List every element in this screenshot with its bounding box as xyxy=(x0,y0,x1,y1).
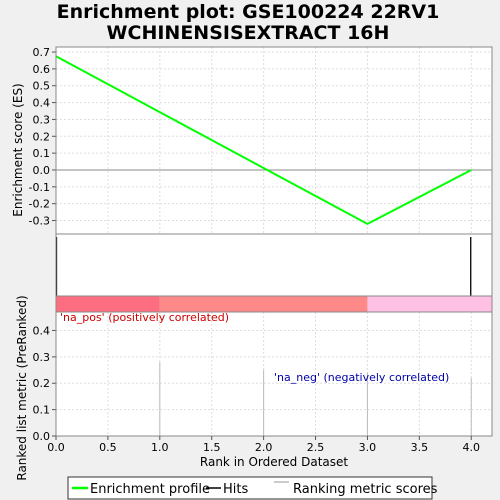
chart-title-line-2: WCHINENSISEXTRACT 16H xyxy=(107,22,390,44)
x-tick-label-2: 1.0 xyxy=(151,441,169,454)
color-bar-segment-1 xyxy=(159,296,368,312)
es-panel: 0.7 0.6 0.5 0.4 0.3 0.2 0.1 0.0 -0.1 -0.2 -0.3 xyxy=(29,46,493,235)
enrichment-profile-line xyxy=(55,55,472,226)
legend-label-2: Ranking metric scores xyxy=(293,482,438,497)
metric-y-tick-label-0: 0.4 xyxy=(33,324,51,337)
x-tick-label-5: 2.5 xyxy=(307,441,325,454)
es-y-tick-label-1: 0.6 xyxy=(33,63,51,76)
x-tick-label-8: 4.0 xyxy=(462,441,480,454)
color-bar xyxy=(55,295,493,313)
es-plot-area xyxy=(56,47,492,234)
es-y-tick-label-3: 0.4 xyxy=(33,97,51,110)
hits-panel xyxy=(55,233,493,297)
metric-panel: 0.4 0.3 0.2 0.1 0.00.0 0.5 1.0 1.5 2.0 2.5 3.0 3.5 4… xyxy=(33,311,493,454)
es-y-tick-label-2: 0.5 xyxy=(33,80,51,93)
es-y-tick-label-5: 0.2 xyxy=(33,130,51,143)
negative-correlation-label: 'na_neg' (negatively correlated) xyxy=(274,371,449,384)
chart-title-line-1: Enrichment plot: GSE100224 22RV1 xyxy=(57,1,440,23)
legend: Enrichment profile Hits Ranking metric sco… xyxy=(67,476,438,500)
es-y-tick-label-7: 0.0 xyxy=(33,164,51,177)
metric-panel-border xyxy=(55,311,493,437)
es-y-tick-label-8: -0.1 xyxy=(29,181,50,194)
legend-label-0: Enrichment profile xyxy=(90,482,210,497)
es-y-tick-label-6: 0.1 xyxy=(33,147,51,160)
x-tick-label-3: 1.5 xyxy=(203,441,221,454)
x-tick-label-4: 2.0 xyxy=(255,441,273,454)
es-y-tick-label-4: 0.3 xyxy=(33,113,51,126)
legend-label-1: Hits xyxy=(223,482,248,497)
color-bar-segment-2 xyxy=(367,296,492,312)
metric-y-tick-label-3: 0.1 xyxy=(33,404,51,417)
color-bar-segment-0 xyxy=(56,296,160,312)
x-tick-label-0: 0.0 xyxy=(47,441,65,454)
es-y-tick-label-10: -0.3 xyxy=(29,215,50,228)
metric-y-tick-label-4: 0.0 xyxy=(33,430,51,443)
metric-y-tick-label-2: 0.2 xyxy=(33,377,51,390)
es-y-tick-label-0: 0.7 xyxy=(33,46,51,59)
metric-y-axis-label: Ranked list metric (PreRanked) xyxy=(15,295,29,480)
metric-y-tick-label-1: 0.3 xyxy=(33,351,51,364)
legend-box xyxy=(67,476,433,500)
x-tick-label-6: 3.0 xyxy=(359,441,377,454)
x-tick-label-7: 3.5 xyxy=(411,441,429,454)
x-tick-label-1: 0.5 xyxy=(99,441,117,454)
x-axis-label: Rank in Ordered Dataset xyxy=(200,455,348,469)
hits-area xyxy=(56,234,492,296)
es-y-axis-label: Enrichment score (ES) xyxy=(11,83,25,216)
positive-correlation-label: 'na_pos' (positively correlated) xyxy=(60,311,229,324)
es-y-tick-label-9: -0.2 xyxy=(29,198,50,211)
